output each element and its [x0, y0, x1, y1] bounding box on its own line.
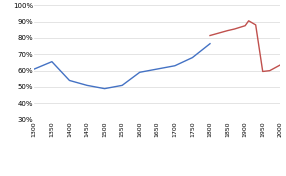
series Alfani — [103, 88, 106, 90]
series Piketty — [208, 34, 212, 37]
series Alfani — [33, 68, 36, 70]
series Alfani — [191, 56, 194, 59]
series Alfani — [156, 68, 159, 70]
series Piketty — [261, 70, 265, 73]
series Alfani — [68, 79, 71, 81]
series Alfani — [173, 65, 176, 67]
series Piketty — [243, 25, 247, 27]
series Piketty — [233, 28, 236, 30]
series Piketty — [247, 20, 250, 22]
series Piketty — [279, 64, 282, 66]
series Alfani — [138, 71, 142, 73]
series Piketty — [254, 24, 257, 26]
series Piketty — [226, 30, 229, 32]
series Alfani — [208, 43, 212, 45]
series Alfani — [85, 84, 89, 86]
Line: series Piketty: series Piketty — [210, 21, 280, 71]
Line: series Alfani: series Alfani — [34, 44, 210, 89]
series Alfani — [50, 61, 53, 63]
series Alfani — [120, 84, 124, 86]
series Piketty — [268, 70, 271, 72]
